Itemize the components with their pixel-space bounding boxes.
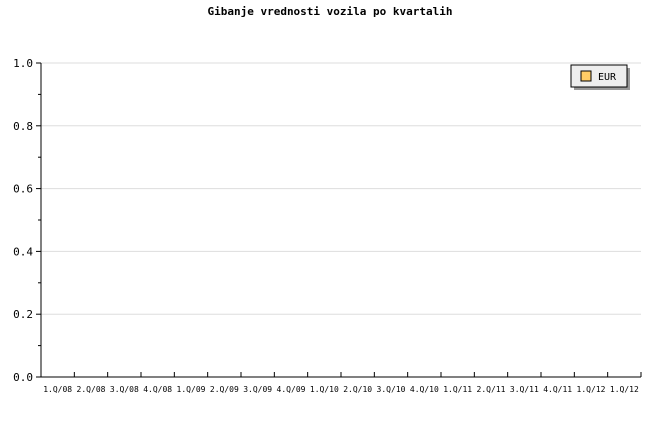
x-tick-label: 1.Q/12 [610, 385, 639, 394]
x-tick-label: 4.Q/09 [277, 385, 306, 394]
x-tick-label: 2.Q/10 [343, 385, 372, 394]
y-tick-label: 0.2 [13, 308, 33, 321]
x-tick-label: 1.Q/09 [177, 385, 206, 394]
x-tick-label: 2.Q/11 [477, 385, 506, 394]
x-tick-label: 1.Q/08 [43, 385, 72, 394]
y-tick-label: 0.0 [13, 371, 33, 384]
x-tick-label: 3.Q/10 [377, 385, 406, 394]
x-tick-label: 4.Q/11 [543, 385, 572, 394]
x-tick-label: 2.Q/08 [77, 385, 106, 394]
x-tick-label: 3.Q/11 [510, 385, 539, 394]
x-tick-label: 4.Q/10 [410, 385, 439, 394]
x-tick-label: 1.Q/12 [577, 385, 606, 394]
x-tick-label: 2.Q/09 [210, 385, 239, 394]
y-tick-label: 0.4 [13, 245, 33, 258]
y-tick-label: 1.0 [13, 57, 33, 70]
y-tick-label: 0.8 [13, 120, 33, 133]
x-tick-label: 4.Q/08 [143, 385, 172, 394]
legend-label-eur: EUR [598, 72, 617, 83]
y-tick-label: 0.6 [13, 183, 33, 196]
chart-title: Gibanje vrednosti vozila po kvartalih [207, 5, 452, 18]
x-tick-label: 3.Q/09 [243, 385, 272, 394]
legend-swatch-eur [580, 70, 592, 82]
x-tick-label: 3.Q/08 [110, 385, 139, 394]
x-tick-label: 1.Q/11 [443, 385, 472, 394]
legend: EUR [570, 64, 630, 90]
x-tick-label: 1.Q/10 [310, 385, 339, 394]
